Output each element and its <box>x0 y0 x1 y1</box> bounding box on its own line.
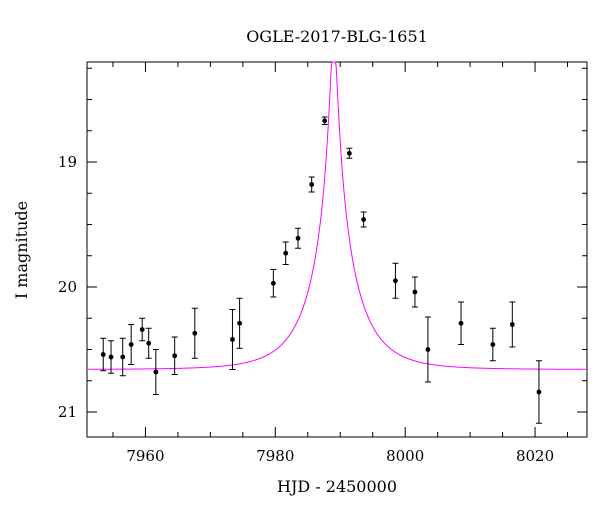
data-point <box>282 241 289 265</box>
point-marker <box>425 347 431 352</box>
point-marker <box>509 322 515 327</box>
data-point <box>458 301 465 345</box>
plot-frame <box>86 61 588 438</box>
data-point <box>346 147 353 159</box>
point-marker <box>458 320 464 326</box>
axis-ticks <box>87 62 587 437</box>
data-points-layer <box>100 116 542 424</box>
data-point <box>360 211 367 228</box>
data-point <box>139 317 146 342</box>
point-marker <box>100 352 106 357</box>
point-marker <box>412 289 418 295</box>
point-marker <box>146 340 152 346</box>
point-marker <box>128 342 134 347</box>
data-point <box>152 349 159 395</box>
point-marker <box>108 354 114 360</box>
data-point <box>145 327 152 359</box>
y-tick-label: 19 <box>58 153 77 171</box>
model-curve <box>87 61 587 370</box>
point-marker <box>172 353 178 359</box>
point-marker <box>346 150 352 156</box>
x-tick-label: 8020 <box>516 447 554 465</box>
y-axis-title: I magnitude <box>12 201 31 299</box>
data-point <box>171 336 178 375</box>
data-point <box>392 262 399 299</box>
data-point <box>535 360 542 424</box>
point-marker <box>283 250 289 256</box>
data-point <box>236 297 243 349</box>
data-point <box>229 309 236 370</box>
data-point <box>100 337 107 372</box>
point-marker <box>309 182 315 187</box>
axis-tick-labels: 7960 7980 8000 8020 19 20 21 <box>58 153 554 465</box>
model-curve-layer <box>87 61 587 370</box>
data-point <box>270 269 277 298</box>
point-marker <box>490 342 496 347</box>
point-marker <box>192 330 198 336</box>
point-marker <box>393 278 398 284</box>
chart-title: OGLE-2017-BLG-1651 <box>246 27 428 46</box>
point-marker <box>237 320 242 326</box>
point-marker <box>361 217 367 222</box>
y-tick-label: 20 <box>58 278 77 296</box>
point-marker <box>295 235 301 241</box>
data-point <box>424 316 431 383</box>
x-axis-title: HJD - 2450000 <box>277 477 397 496</box>
data-point <box>308 176 315 193</box>
data-point <box>489 327 496 362</box>
point-marker <box>322 118 328 124</box>
data-point <box>295 227 302 249</box>
point-marker <box>270 280 276 286</box>
data-point <box>509 301 516 348</box>
data-point <box>119 337 126 377</box>
point-marker <box>120 354 126 360</box>
data-point <box>108 340 115 374</box>
y-tick-label: 21 <box>58 403 77 421</box>
x-tick-label: 7960 <box>126 447 164 465</box>
data-point <box>128 324 135 365</box>
data-point <box>411 276 418 308</box>
point-marker <box>153 369 159 375</box>
data-point <box>191 307 198 359</box>
x-tick-label: 7980 <box>256 447 294 465</box>
x-tick-label: 8000 <box>386 447 424 465</box>
data-point <box>321 116 328 125</box>
point-marker <box>230 337 235 342</box>
point-marker <box>139 327 145 332</box>
point-marker <box>536 389 542 395</box>
